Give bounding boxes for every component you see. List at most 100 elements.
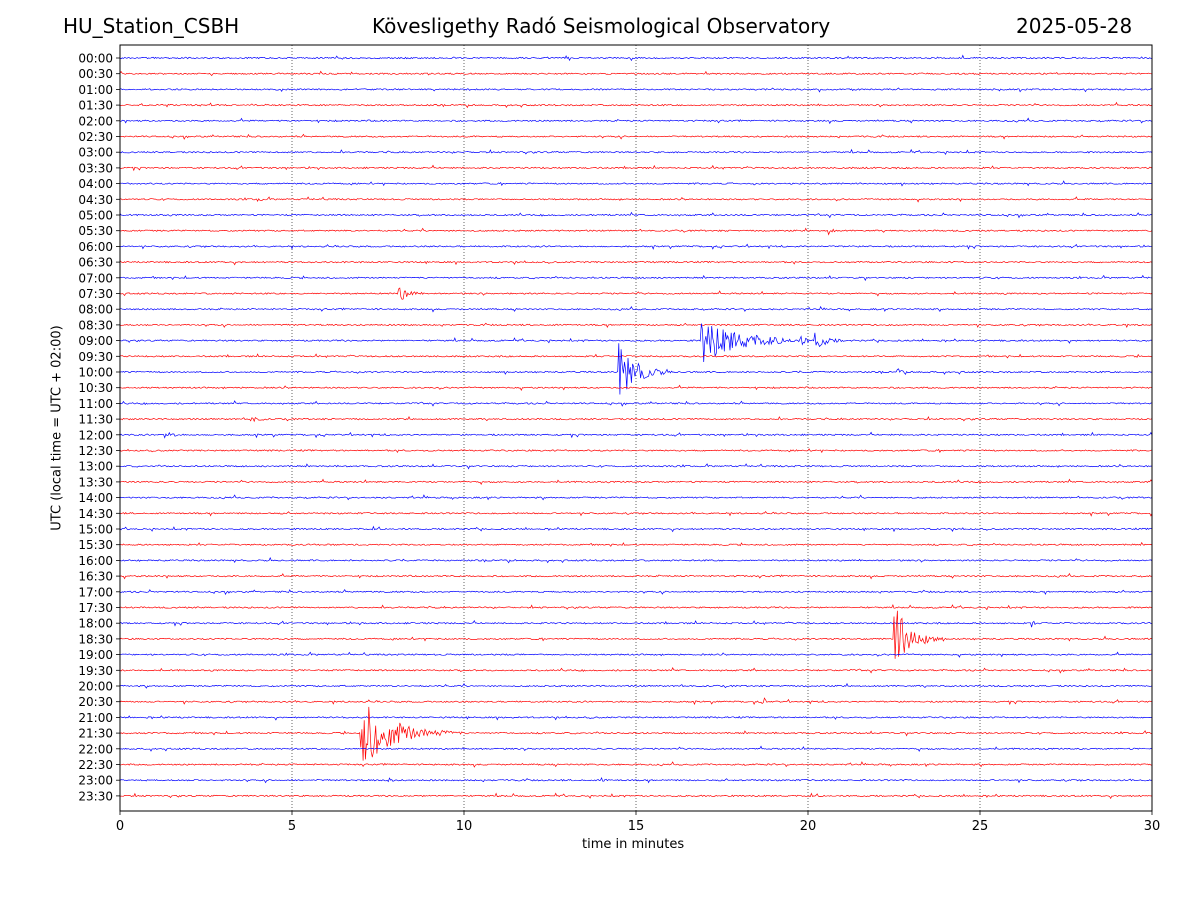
y-tick-label: 17:30	[78, 601, 113, 615]
y-tick-label: 09:30	[78, 350, 113, 364]
trace-2300	[119, 776, 1153, 784]
trace-0800	[119, 305, 1153, 313]
y-tick-label: 19:00	[78, 648, 113, 662]
y-tick-label: 04:30	[78, 193, 113, 207]
trace-1530	[119, 541, 1153, 547]
y-tick-label: 09:00	[78, 334, 113, 348]
trace-2030	[119, 697, 1153, 706]
x-tick-label: 0	[116, 819, 124, 834]
y-tick-label: 06:00	[78, 240, 113, 254]
y-tick-label: 08:00	[78, 303, 113, 317]
y-tick-label: 02:00	[78, 114, 113, 128]
trace-1830	[119, 610, 1153, 659]
y-tick-label: 12:30	[78, 444, 113, 458]
y-tick-label: 21:30	[78, 727, 113, 741]
trace-1100	[119, 400, 1152, 407]
y-tick-label: 13:00	[78, 460, 113, 474]
x-tick-label: 15	[628, 819, 645, 834]
y-tick-label: 04:00	[78, 177, 113, 191]
trace-1730	[119, 604, 1153, 611]
y-tick-label: 20:30	[78, 695, 113, 709]
trace-1700	[119, 589, 1153, 596]
trace-0100	[119, 87, 1153, 93]
trace-1130	[119, 415, 1153, 423]
trace-1500	[119, 525, 1153, 533]
trace-2330	[120, 792, 1153, 800]
trace-0830	[119, 322, 1153, 329]
trace-1900	[119, 651, 1152, 658]
x-tick-label: 20	[800, 819, 817, 834]
y-tick-label: 16:30	[78, 570, 113, 584]
y-tick-label: 10:30	[78, 381, 113, 395]
trace-2230	[119, 761, 1153, 768]
trace-2000	[119, 682, 1153, 689]
trace-0030	[119, 70, 1153, 77]
trace-1600	[119, 557, 1153, 564]
y-tick-label: 11:00	[78, 397, 113, 411]
trace-0530	[119, 227, 1153, 236]
y-tick-label: 13:30	[78, 475, 113, 489]
y-tick-label: 12:00	[78, 428, 113, 442]
x-tick-label: 10	[456, 819, 473, 834]
y-tick-label: 14:30	[78, 507, 113, 521]
trace-0000	[119, 54, 1153, 62]
y-tick-label: 16:00	[78, 554, 113, 568]
y-tick-label: 19:30	[78, 664, 113, 678]
y-tick-label: 22:30	[78, 758, 113, 772]
y-tick-label: 15:00	[78, 523, 113, 537]
trace-1800	[119, 619, 1153, 628]
x-tick-label: 30	[1144, 819, 1161, 834]
x-tick-label: 5	[288, 819, 296, 834]
y-tick-label: 21:00	[78, 711, 113, 725]
y-tick-label: 06:30	[78, 256, 113, 270]
x-tick-label: 25	[972, 819, 989, 834]
trace-2200	[119, 745, 1153, 752]
y-tick-label: 18:00	[78, 617, 113, 631]
trace-0730	[119, 287, 1153, 300]
date-title: 2025-05-28	[1016, 14, 1133, 38]
y-tick-label: 00:30	[78, 67, 113, 81]
y-tick-label: 08:30	[78, 318, 113, 332]
trace-0600	[120, 243, 1152, 250]
trace-1930	[119, 667, 1153, 674]
y-tick-label: 23:00	[78, 774, 113, 788]
trace-0500	[119, 211, 1153, 219]
trace-1330	[119, 478, 1153, 485]
trace-1300	[119, 463, 1153, 470]
y-tick-label: 14:00	[78, 491, 113, 505]
y-tick-label: 07:00	[78, 271, 113, 285]
observatory-title: Kövesligethy Radó Seismological Observat…	[372, 14, 831, 38]
y-tick-label: 18:30	[78, 632, 113, 646]
trace-2100	[119, 715, 1153, 721]
trace-0900	[119, 323, 1153, 363]
y-tick-label: 22:00	[78, 742, 113, 756]
y-tick-label: 07:30	[78, 287, 113, 301]
trace-2130	[119, 706, 1153, 761]
y-tick-label: 01:30	[78, 99, 113, 113]
trace-0400	[119, 180, 1153, 187]
y-tick-label: 20:00	[78, 680, 113, 694]
y-axis-label: UTC (local time = UTC + 02:00)	[49, 325, 65, 531]
y-tick-label: 10:00	[78, 366, 113, 380]
trace-1630	[119, 572, 1153, 580]
trace-1430	[119, 511, 1153, 517]
trace-1000	[119, 343, 1153, 395]
y-tick-label: 05:30	[78, 224, 113, 238]
y-tick-label: 23:30	[78, 789, 113, 803]
y-tick-label: 03:00	[78, 146, 113, 160]
y-tick-label: 15:30	[78, 538, 113, 552]
y-tick-label: 02:30	[78, 130, 113, 144]
trace-1230	[119, 448, 1153, 454]
trace-0700	[120, 274, 1153, 282]
trace-0300	[119, 148, 1153, 156]
x-axis-label: time in minutes	[582, 837, 685, 852]
y-tick-label: 00:00	[78, 52, 113, 66]
trace-0330	[119, 164, 1153, 172]
trace-0430	[119, 196, 1153, 203]
station-title: HU_Station_CSBH	[63, 14, 240, 38]
y-tick-label: 11:30	[78, 413, 113, 427]
trace-1400	[119, 494, 1153, 501]
y-tick-label: 03:30	[78, 161, 113, 175]
y-tick-label: 17:00	[78, 585, 113, 599]
